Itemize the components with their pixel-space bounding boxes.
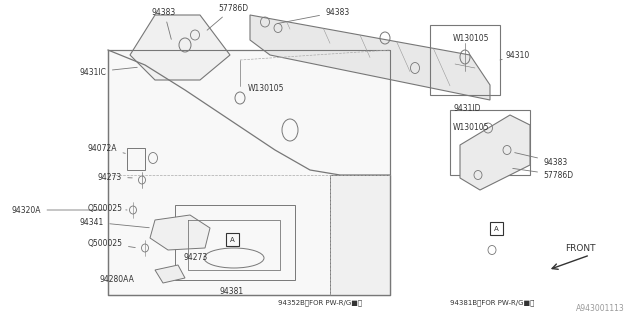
Text: 94273: 94273 (98, 172, 132, 181)
Text: 57786D: 57786D (513, 168, 573, 180)
Text: FRONT: FRONT (564, 244, 595, 252)
Text: 94383: 94383 (278, 7, 349, 23)
Text: Q500025: Q500025 (88, 204, 127, 212)
Text: 94383: 94383 (152, 7, 176, 39)
Polygon shape (460, 115, 530, 190)
Text: 9431IC: 9431IC (80, 67, 137, 76)
Text: 94341: 94341 (80, 218, 149, 228)
Text: 94381B〈FOR PW-R/G■〉: 94381B〈FOR PW-R/G■〉 (450, 300, 534, 306)
Text: A: A (493, 226, 499, 232)
Text: 94383: 94383 (515, 153, 567, 166)
Text: 94352B〈FOR PW-R/G■〉: 94352B〈FOR PW-R/G■〉 (278, 300, 362, 306)
Text: Q500025: Q500025 (88, 238, 135, 248)
Text: 94310: 94310 (500, 51, 529, 60)
Text: 94072A: 94072A (88, 143, 125, 153)
Text: 57786D: 57786D (207, 4, 248, 30)
Polygon shape (150, 215, 210, 250)
Polygon shape (330, 175, 390, 295)
Text: 94280AA: 94280AA (100, 276, 135, 284)
Polygon shape (250, 15, 490, 100)
Bar (127, 148, 145, 170)
Text: 9431ID: 9431ID (453, 103, 481, 113)
Bar (430, 25, 500, 95)
Polygon shape (108, 50, 390, 295)
Text: 94273: 94273 (184, 253, 208, 262)
Bar (226, 233, 239, 246)
Bar (450, 110, 530, 175)
Text: W130105: W130105 (453, 123, 490, 132)
Text: W130105: W130105 (453, 34, 490, 43)
Polygon shape (155, 265, 185, 283)
Polygon shape (175, 205, 295, 280)
Polygon shape (130, 15, 230, 80)
Text: A: A (230, 237, 235, 243)
Text: W130105: W130105 (248, 84, 285, 92)
Text: 94381: 94381 (220, 287, 244, 297)
Text: A943001113: A943001113 (576, 304, 625, 313)
Text: 94320A: 94320A (12, 205, 105, 214)
Bar (490, 222, 503, 235)
